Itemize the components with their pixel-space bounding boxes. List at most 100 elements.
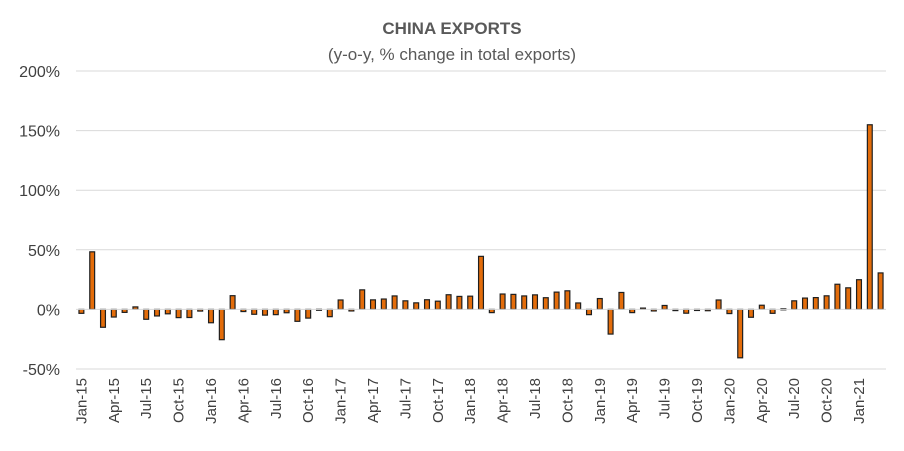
bar-sep-19	[683, 308, 690, 314]
bar-aug-18	[542, 297, 549, 311]
bar-may-17	[380, 298, 387, 310]
bar-jul-16	[272, 308, 279, 316]
bar-jul-18	[531, 294, 539, 310]
x-tick-label: Jan-18	[462, 378, 479, 424]
x-tick-label: Jan-19	[592, 378, 609, 424]
bar-nov-20	[834, 283, 841, 310]
bar-mar-15	[99, 308, 107, 328]
bar-oct-16	[305, 308, 312, 319]
x-tick-label: Jul-18	[527, 378, 544, 419]
bar-jun-17	[391, 295, 398, 310]
bar-jul-20	[791, 300, 798, 311]
x-tick-label: Jul-19	[657, 378, 674, 419]
bar-feb-16	[218, 308, 225, 341]
x-tick-label: Apr-20	[754, 378, 771, 423]
x-tick-label: Jan-21	[851, 378, 868, 424]
x-tick-label: Oct-16	[300, 378, 317, 423]
bar-jan-18	[467, 295, 474, 311]
bar-jul-15	[143, 308, 150, 320]
x-tick-label: Jan-20	[721, 378, 738, 424]
x-tick-label: Oct-20	[819, 378, 836, 423]
bar-jan-16	[207, 308, 215, 324]
x-tick-label: Jan-17	[333, 378, 350, 424]
bar-may-20	[769, 308, 776, 314]
x-tick-label: Apr-17	[365, 378, 382, 423]
bar-dec-17	[456, 295, 463, 311]
y-tick-label: 150%	[19, 124, 60, 141]
x-tick-label: Jul-20	[786, 378, 803, 419]
bar-nov-17	[445, 294, 452, 310]
bar-feb-18	[477, 255, 485, 310]
bar-oct-18	[564, 290, 571, 310]
x-tick-label: Jan-16	[203, 378, 220, 424]
bar-apr-15	[110, 308, 117, 318]
chart-title: CHINA EXPORTS	[382, 19, 521, 38]
bar-dec-18	[585, 308, 593, 316]
bar-feb-20	[737, 308, 744, 359]
chart-subtitle: (y-o-y, % change in total exports)	[328, 45, 576, 64]
bar-oct-20	[823, 295, 830, 310]
bar-jun-18	[521, 295, 528, 310]
bar-may-16	[251, 308, 258, 315]
y-tick-label: 100%	[19, 183, 60, 200]
x-tick-label: Oct-15	[171, 378, 188, 423]
bar-apr-17	[369, 299, 377, 310]
x-tick-label: Apr-18	[495, 378, 512, 423]
x-tick-label: Oct-18	[559, 378, 576, 423]
bar-jan-15	[78, 308, 85, 314]
bars	[78, 124, 884, 359]
bar-dec-20	[845, 287, 852, 311]
x-tick-label: Jul-17	[397, 378, 414, 419]
bar-nov-15	[186, 308, 193, 319]
x-tick-label: Apr-19	[624, 378, 641, 423]
bar-dec-16	[326, 308, 333, 318]
bar-aug-20	[801, 297, 809, 310]
y-axis-ticks: -50% 0% 50% 100% 150% 200%	[19, 64, 60, 379]
x-tick-label: Oct-17	[430, 378, 447, 423]
bar-jan-17	[337, 299, 344, 311]
bar-dec-19	[715, 299, 722, 311]
bar-mar-19	[618, 291, 625, 311]
bar-aug-17	[413, 302, 420, 310]
bar-jul-17	[402, 300, 409, 311]
x-tick-label: Apr-16	[235, 378, 252, 423]
bar-jan-19	[596, 297, 603, 310]
x-tick-label: Jul-15	[138, 378, 155, 419]
bar-jan-21	[855, 279, 863, 311]
y-tick-label: 200%	[19, 64, 60, 81]
bar-oct-17	[434, 300, 441, 310]
bar-nov-18	[575, 302, 582, 310]
y-tick-label: 0%	[37, 302, 60, 319]
x-tick-label: Jul-16	[268, 378, 285, 419]
y-tick-label: 50%	[28, 243, 60, 260]
bar-jun-16	[261, 308, 269, 316]
bar-sep-15	[164, 308, 171, 315]
bar-apr-18	[499, 293, 506, 310]
bar-apr-20	[758, 304, 765, 311]
gridlines	[76, 70, 886, 370]
bar-feb-15	[89, 251, 96, 311]
bar-mar-20	[747, 308, 755, 318]
x-tick-label: Apr-15	[106, 378, 123, 423]
bar-feb-19	[607, 308, 614, 335]
bar-aug-16	[283, 308, 290, 314]
x-axis-ticks: Jan-15 Apr-15 Jul-15 Oct-15 Jan-16 Apr-16 Jul-…	[73, 378, 868, 424]
bar-mar-16	[229, 295, 236, 311]
bar-feb-21	[866, 124, 873, 311]
bar-mar-17	[359, 289, 366, 311]
bar-aug-15	[153, 308, 161, 317]
bar-sep-20	[812, 297, 819, 311]
x-tick-label: Jan-15	[73, 378, 90, 424]
bar-sep-18	[553, 291, 560, 310]
bar-sep-16	[294, 308, 301, 322]
bar-sep-17	[423, 299, 431, 310]
bar-may-18	[510, 293, 517, 311]
bar-jul-19	[661, 304, 668, 311]
bar-oct-15	[175, 308, 182, 319]
bar-jan-20	[726, 308, 733, 315]
bar-mar-21	[877, 272, 884, 311]
y-tick-label: -50%	[23, 362, 60, 379]
x-tick-label: Oct-19	[689, 378, 706, 423]
